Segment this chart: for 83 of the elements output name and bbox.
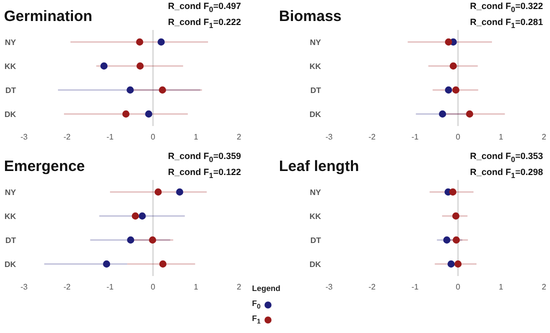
- text: R_cond F$_{1}$=0.222: [168, 17, 241, 30]
- point: [443, 236, 450, 244]
- point: [452, 86, 460, 94]
- x-tick-label: 2: [542, 132, 547, 142]
- point: [448, 260, 455, 268]
- point: [127, 236, 134, 244]
- point: [444, 86, 452, 94]
- point: [452, 236, 460, 244]
- x-tick-label: 0: [150, 282, 156, 292]
- x-tick-label: 1: [498, 132, 504, 142]
- y-tick-label: KK: [4, 62, 16, 71]
- x-tick-label: -3: [325, 282, 334, 292]
- chart-title: Leaf length: [279, 158, 360, 175]
- chart-title: Biomass: [279, 8, 342, 25]
- point: [145, 110, 152, 118]
- text: R_cond F$_{1}$=0.281: [470, 17, 543, 30]
- y-tick-label: DT: [310, 236, 322, 245]
- x-tick-label: -2: [368, 132, 376, 142]
- x-tick-label: -1: [106, 132, 114, 142]
- x-tick-label: -3: [20, 132, 28, 142]
- y-tick-label: DT: [5, 86, 16, 95]
- x-tick-label: -2: [63, 282, 72, 292]
- x-tick-label: 2: [236, 132, 242, 142]
- x-tick-label: 2: [542, 282, 547, 292]
- y-tick-label: KK: [4, 212, 16, 221]
- x-tick-label: 0: [456, 282, 461, 292]
- x-tick-label: 1: [194, 132, 199, 142]
- x-tick-label: -2: [368, 282, 376, 292]
- point: [452, 212, 460, 220]
- y-tick-label: KK: [309, 212, 322, 221]
- x-tick-label: 2: [236, 282, 242, 292]
- point: [148, 236, 156, 244]
- point: [158, 38, 165, 46]
- y-tick-label: DK: [309, 260, 322, 269]
- point: [136, 62, 144, 70]
- point: [136, 38, 144, 46]
- legend-label: F$_{0}$: [252, 298, 261, 310]
- legend-title: Legend: [252, 284, 280, 293]
- x-tick-label: 0: [150, 132, 156, 142]
- point: [102, 260, 110, 268]
- x-tick-label: -1: [106, 282, 114, 292]
- text: R_cond F$_{0}$=0.359: [168, 151, 241, 164]
- text: R_cond F$_{1}$=0.298: [470, 167, 543, 180]
- point: [100, 62, 108, 70]
- x-tick-label: -2: [63, 132, 72, 142]
- x-tick-label: 0: [456, 132, 461, 142]
- x-tick-label: -3: [20, 282, 28, 292]
- y-tick-label: NY: [310, 188, 322, 197]
- y-tick-label: DK: [4, 110, 16, 119]
- y-tick-label: DT: [5, 236, 16, 245]
- point: [449, 188, 456, 196]
- x-tick-label: 1: [498, 282, 504, 292]
- point: [158, 86, 166, 94]
- y-tick-label: NY: [4, 38, 17, 47]
- x-tick-label: -1: [411, 282, 420, 292]
- point: [132, 212, 139, 220]
- point: [122, 110, 130, 118]
- text: R_cond F$_{0}$=0.322: [470, 1, 543, 14]
- y-tick-label: NY: [4, 188, 17, 197]
- point: [138, 212, 146, 220]
- text: R_cond F$_{0}$=0.497: [168, 1, 241, 14]
- point: [176, 188, 184, 196]
- point: [444, 38, 452, 46]
- point: [450, 62, 457, 70]
- y-tick-label: DK: [4, 260, 16, 269]
- y-tick-label: DT: [310, 86, 322, 95]
- text: R_cond F$_{0}$=0.353: [470, 151, 543, 164]
- text: R_cond F$_{1}$=0.122: [168, 167, 241, 180]
- point: [126, 86, 134, 94]
- y-tick-label: NY: [310, 38, 322, 47]
- point: [454, 260, 462, 268]
- legend-label: F$_{1}$: [252, 314, 261, 326]
- point: [466, 110, 474, 118]
- point: [159, 260, 166, 268]
- y-tick-label: KK: [309, 62, 322, 71]
- x-tick-label: 1: [194, 282, 199, 292]
- y-tick-label: DK: [309, 110, 322, 119]
- point: [438, 110, 446, 118]
- chart-title: Emergence: [4, 158, 85, 175]
- x-tick-label: -1: [411, 132, 420, 142]
- point: [154, 188, 162, 196]
- chart-title: Germination: [4, 8, 92, 25]
- x-tick-label: -3: [325, 132, 334, 142]
